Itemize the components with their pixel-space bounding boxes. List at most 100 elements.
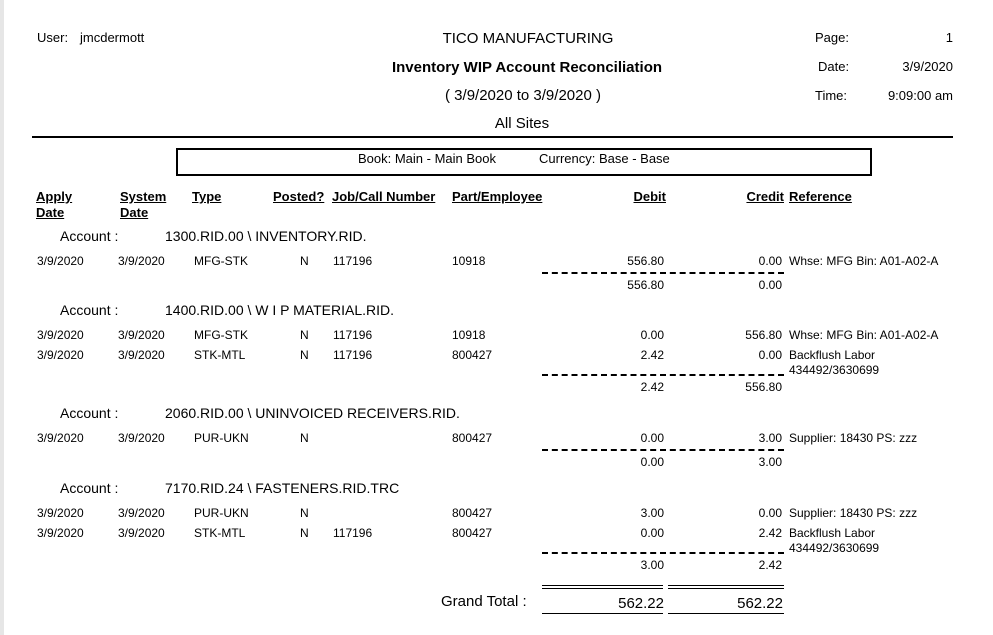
report-time: 9:09:00 am: [887, 88, 953, 103]
company-name: TICO MANUFACTURING: [442, 30, 614, 47]
row-posted: N: [300, 328, 309, 342]
grand-total-credit-rule-1: [668, 585, 784, 586]
row-reference-line2: 434492/3630699: [789, 541, 880, 555]
page-number: 1: [945, 30, 953, 45]
grand-total-debit-underline: [542, 613, 663, 614]
row-debit: 0.00: [640, 328, 664, 342]
grand-total-debit-rule-1: [542, 585, 663, 586]
row-apply-date: 3/9/2020: [37, 254, 84, 268]
grand-total-credit: 562.22: [737, 595, 783, 612]
row-system-date: 3/9/2020: [118, 328, 165, 342]
user-label: User:: [37, 30, 69, 45]
grand-total-credit-underline: [668, 613, 784, 614]
row-credit: 556.80: [745, 328, 782, 342]
row-part: 800427: [452, 348, 493, 362]
subtotal-debit: 556.80: [627, 278, 664, 292]
grand-total-credit-rule-2: [668, 588, 784, 589]
book-currency-box: [176, 148, 872, 176]
row-part: 800427: [452, 506, 493, 520]
row-credit: 0.00: [758, 506, 782, 520]
account-label: Account :: [60, 228, 119, 244]
grand-total-debit-rule-2: [542, 588, 663, 589]
row-reference: Backflush Labor: [789, 348, 876, 362]
row-credit: 3.00: [758, 431, 782, 445]
row-credit: 2.42: [758, 526, 782, 540]
row-type: STK-MTL: [194, 348, 246, 362]
date-range: ( 3/9/2020 to 3/9/2020 ): [445, 87, 601, 104]
row-reference: Whse: MFG Bin: A01-A02-A: [789, 254, 939, 268]
date-label: Date:: [818, 59, 850, 74]
row-apply-date: 3/9/2020: [37, 348, 84, 362]
col-apply-date-line2: Date: [36, 205, 65, 220]
header-divider: [32, 136, 953, 138]
row-type: MFG-STK: [194, 254, 248, 268]
col-apply-date-line1: Apply: [36, 189, 73, 204]
row-debit: 2.42: [640, 348, 664, 362]
row-debit: 0.00: [640, 431, 664, 445]
col-system-date-line2: Date: [120, 205, 149, 220]
account-label: Account :: [60, 302, 119, 318]
row-apply-date: 3/9/2020: [37, 328, 84, 342]
row-system-date: 3/9/2020: [118, 506, 165, 520]
col-reference: Reference: [789, 189, 852, 204]
row-apply-date: 3/9/2020: [37, 506, 84, 520]
col-job: Job/Call Number: [332, 189, 436, 204]
row-reference: Whse: MFG Bin: A01-A02-A: [789, 328, 939, 342]
row-part: 10918: [452, 254, 486, 268]
account-name: 1300.RID.00 \ INVENTORY.RID.: [165, 228, 367, 244]
row-posted: N: [300, 526, 309, 540]
subtotal-credit: 0.00: [758, 278, 782, 292]
subtotal-dashed-rule: [542, 374, 784, 376]
subtotal-credit: 556.80: [745, 380, 782, 394]
account-name: 1400.RID.00 \ W I P MATERIAL.RID.: [165, 302, 394, 318]
row-part: 10918: [452, 328, 486, 342]
row-type: MFG-STK: [194, 328, 248, 342]
row-type: STK-MTL: [194, 526, 246, 540]
time-label: Time:: [815, 88, 848, 103]
col-system-date-line1: System: [120, 189, 167, 204]
row-credit: 0.00: [758, 254, 782, 268]
user-name: jmcdermott: [80, 30, 145, 45]
row-system-date: 3/9/2020: [118, 526, 165, 540]
row-reference: Supplier: 18430 PS: zzz: [789, 431, 918, 445]
subtotal-debit: 3.00: [640, 558, 664, 572]
row-system-date: 3/9/2020: [118, 254, 165, 268]
col-type: Type: [192, 189, 222, 204]
currency-label: Currency: Base - Base: [539, 151, 670, 166]
row-job: 117196: [333, 328, 373, 342]
row-debit: 0.00: [640, 526, 664, 540]
subtotal-dashed-rule: [542, 552, 784, 554]
sites: All Sites: [494, 115, 550, 132]
row-posted: N: [300, 431, 309, 445]
subtotal-credit: 3.00: [758, 455, 782, 469]
report-date: 3/9/2020: [902, 59, 953, 74]
col-system-date: System Date: [120, 189, 166, 221]
subtotal-debit: 2.42: [640, 380, 664, 394]
report-title: Inventory WIP Account Reconciliation: [391, 59, 663, 76]
account-name: 7170.RID.24 \ FASTENERS.RID.TRC: [165, 480, 400, 496]
row-reference: Supplier: 18430 PS: zzz: [789, 506, 918, 520]
col-credit: Credit: [746, 189, 784, 204]
row-system-date: 3/9/2020: [118, 348, 165, 362]
row-posted: N: [300, 348, 309, 362]
grand-total-label: Grand Total :: [441, 593, 527, 610]
page-label: Page:: [815, 30, 849, 45]
page-edge: [0, 0, 4, 635]
row-type: PUR-UKN: [194, 431, 249, 445]
row-reference-line2: 434492/3630699: [789, 363, 880, 377]
row-job: 117196: [333, 526, 373, 540]
col-part: Part/Employee: [452, 189, 543, 204]
row-part: 800427: [452, 431, 493, 445]
row-credit: 0.00: [758, 348, 782, 362]
account-name: 2060.RID.00 \ UNINVOICED RECEIVERS.RID.: [165, 405, 460, 421]
account-label: Account :: [60, 405, 119, 421]
col-apply-date: Apply Date: [36, 189, 72, 221]
subtotal-dashed-rule: [542, 272, 784, 274]
grand-total-debit: 562.22: [618, 595, 664, 612]
book-label: Book: Main - Main Book: [358, 151, 497, 166]
row-posted: N: [300, 254, 309, 268]
subtotal-debit: 0.00: [640, 455, 664, 469]
col-debit: Debit: [633, 189, 667, 204]
row-posted: N: [300, 506, 309, 520]
row-job: 117196: [333, 348, 373, 362]
